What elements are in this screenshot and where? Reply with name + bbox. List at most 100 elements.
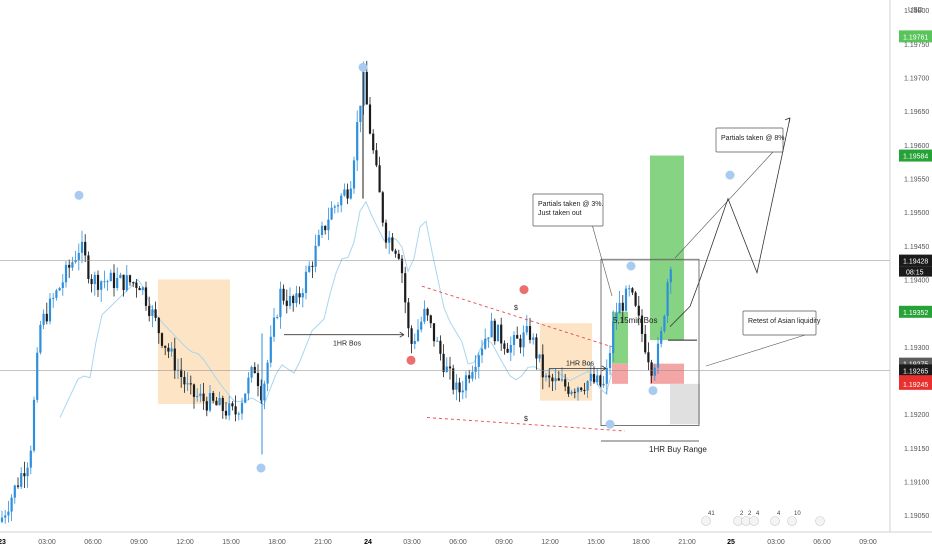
supply-demand-zone [158, 279, 230, 405]
time-tick-label: 03:00 [767, 539, 785, 546]
candle-body [237, 413, 240, 415]
candle-body [304, 271, 308, 293]
candle-body [330, 207, 333, 220]
candle-body [205, 401, 208, 411]
candle-body [74, 260, 77, 263]
candle-body [250, 366, 253, 378]
candle-body [471, 371, 474, 379]
time-tick-label: 03:00 [403, 539, 421, 546]
economic-event-icon[interactable] [770, 516, 780, 526]
economic-event-icon[interactable] [733, 516, 743, 526]
candle-body [477, 355, 480, 367]
candle-body [96, 274, 100, 290]
bos-arrow-2-head [601, 365, 607, 372]
candle-body [493, 320, 496, 342]
candle-body [160, 333, 164, 346]
candle-body [634, 292, 637, 306]
candle-body [608, 353, 612, 369]
candle-body [93, 274, 96, 285]
candle-body [660, 330, 663, 344]
candle-body [170, 348, 173, 352]
candle-body [16, 485, 20, 487]
candle-body [400, 258, 404, 274]
candle-body [666, 282, 669, 316]
time-tick-label: 21:00 [678, 539, 696, 546]
candle-body [445, 366, 448, 372]
candle-body [317, 234, 320, 246]
price-tick-label: 1.19300 [904, 345, 929, 352]
candle-body [522, 332, 525, 348]
candle-body [375, 150, 378, 166]
candle-body [199, 393, 202, 397]
candle-body [612, 321, 615, 354]
candle-body [388, 237, 391, 243]
economic-event-icon[interactable] [741, 516, 751, 526]
candle-body [192, 384, 196, 397]
liquidity-sign-lower: $ [524, 416, 528, 423]
candle-body [631, 288, 634, 293]
price-tick-label: 1.19750 [904, 42, 929, 49]
candle-body [464, 375, 468, 391]
candle-body [151, 309, 154, 316]
candle-body [496, 324, 500, 342]
candle-body [589, 373, 592, 382]
candle-body [442, 353, 445, 372]
price-tick-label: 1.19800 [904, 8, 929, 15]
price-tick-label: 1.19550 [904, 176, 929, 183]
callout-retest-pointer [705, 334, 806, 367]
candle-body [362, 71, 365, 106]
time-tick-label: 23 [0, 539, 6, 546]
candle-body [532, 337, 535, 340]
economic-event-icon[interactable] [701, 516, 711, 526]
economic-event-icon[interactable] [749, 516, 759, 526]
candle-body [23, 473, 26, 477]
time-tick-label: 24 [364, 539, 372, 546]
callout-partials-8-box [715, 127, 784, 153]
currency-label: USD [908, 7, 923, 14]
candle-body [103, 281, 106, 283]
time-tick-label: 03:00 [38, 539, 56, 546]
candle-body [48, 298, 52, 322]
candle-body [295, 293, 298, 304]
candle-body [647, 352, 650, 363]
candle-body [52, 297, 55, 299]
callout-partials-3-text: Just taken out [538, 210, 582, 217]
liquidity-sign-upper: $ [514, 305, 518, 312]
price-tag-value: 1.19584 [903, 154, 928, 161]
time-tick-label: 12:00 [541, 539, 559, 546]
candle-body [340, 195, 343, 206]
price-tag-value: 1.19761 [903, 34, 928, 41]
candle-body [474, 366, 477, 372]
candle-body [500, 324, 503, 344]
candle-body [128, 275, 132, 283]
economic-event-icon[interactable] [787, 516, 797, 526]
time-axis: 23 03:00 06:00 09:00 12:00 15:00 18:00 21:00 24 0… [0, 511, 932, 546]
projected-path [669, 117, 791, 327]
projected-path-head [784, 117, 791, 123]
candle-body [628, 288, 631, 290]
candle-body [164, 345, 167, 348]
candle-body [263, 383, 266, 401]
candle-body [352, 160, 356, 189]
candle-body [423, 308, 426, 322]
candle-body [55, 290, 58, 298]
candle-body [244, 393, 247, 403]
candle-body [42, 313, 45, 325]
candle-body [567, 386, 570, 394]
candle-body [564, 379, 567, 387]
candle-body [570, 391, 573, 394]
economic-event-icon[interactable] [815, 516, 825, 526]
price-tick-label: 1.19600 [904, 143, 929, 150]
candle-body [656, 343, 660, 368]
candle-body [320, 225, 324, 235]
event-count: 10 [794, 511, 801, 517]
event-count: 4 [756, 511, 760, 517]
candle-body [480, 348, 484, 356]
candle-body [372, 133, 375, 151]
candle-body [183, 377, 186, 385]
candle-body [87, 255, 90, 279]
bos-label-2: 1HR Bos [566, 360, 595, 367]
candle-body [266, 362, 269, 384]
